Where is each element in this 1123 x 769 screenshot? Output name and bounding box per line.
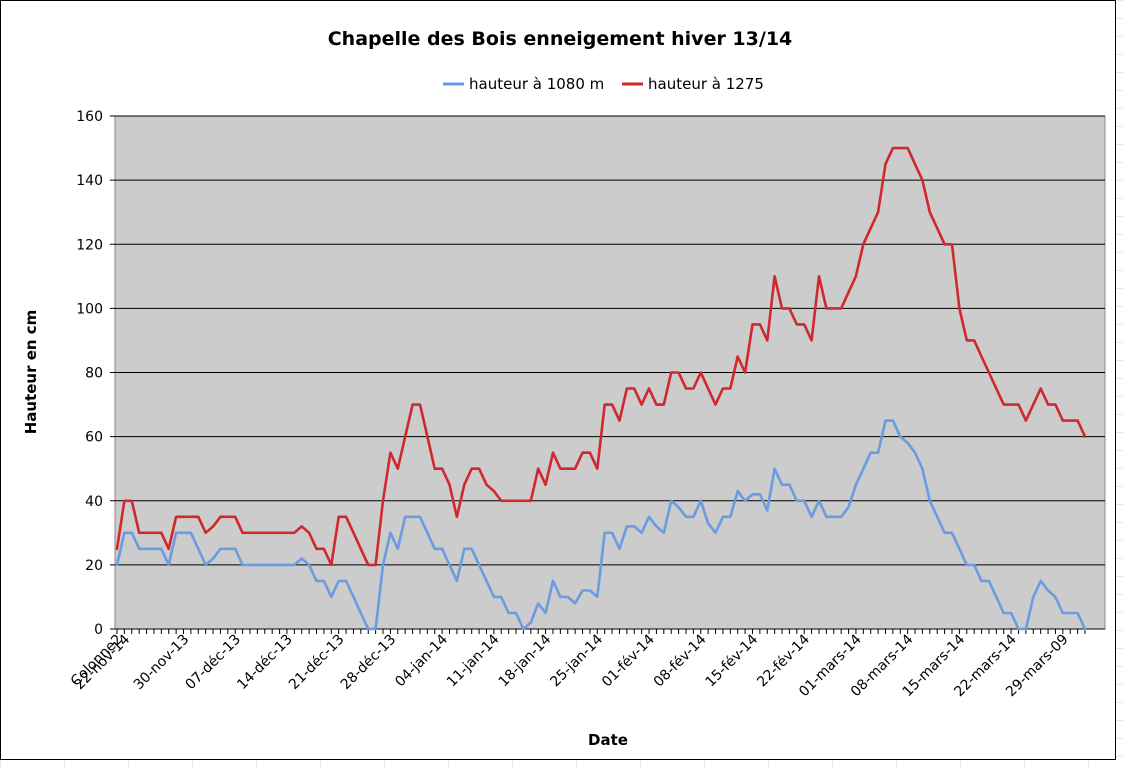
- x-tick-label: 25-jan-14: [547, 631, 606, 690]
- y-tick-label-120: 120: [76, 237, 103, 253]
- series-line-1080m: [115, 419, 1087, 631]
- x-tick-label: 08-fév-14: [651, 631, 710, 690]
- series-line-1275m: [115, 146, 1087, 567]
- y-axis-title: Hauteur en cm: [22, 310, 40, 435]
- y-tick-label-140: 140: [76, 173, 103, 189]
- x-axis-ticks: Colonne222-nov-1430-nov-1307-déc-1314-dé…: [68, 628, 1105, 700]
- legend-label-1080: hauteur à 1080 m: [469, 75, 604, 93]
- x-tick-label: 15-fév-14: [702, 631, 761, 690]
- x-tick-label: 11-jan-14: [444, 631, 503, 690]
- y-tick-label-80: 80: [85, 366, 103, 382]
- y-tick-label-160: 160: [76, 109, 103, 125]
- x-tick-label: 28-déc-13: [338, 632, 399, 693]
- x-tick-label: 21-déc-13: [286, 632, 347, 693]
- x-tick-label: 22-nov-14: [72, 631, 134, 693]
- legend: hauteur à 1080 m hauteur à 1275: [443, 75, 764, 93]
- x-tick-label: 30-nov-13: [131, 632, 193, 694]
- legend-label-1275: hauteur à 1275: [648, 75, 764, 93]
- x-tick-label: 14-déc-13: [234, 632, 295, 693]
- series-lines: [115, 146, 1087, 631]
- x-tick-label: 01-fév-14: [599, 631, 658, 690]
- y-tick-label-100: 100: [76, 301, 103, 317]
- y-tick-label-60: 60: [85, 430, 103, 446]
- x-tick-label: 04-jan-14: [392, 631, 451, 690]
- chart-title: Chapelle des Bois enneigement hiver 13/1…: [328, 28, 793, 50]
- x-tick-label: 07-déc-13: [183, 632, 244, 693]
- y-tick-label-0: 0: [94, 622, 103, 638]
- y-tick-label-40: 40: [85, 494, 103, 510]
- x-axis-title: Date: [588, 731, 628, 749]
- x-tick-label: 18-jan-14: [496, 631, 555, 690]
- y-tick-label-20: 20: [85, 558, 103, 574]
- y-axis-ticks: 0 20 40 60 80 100 120 140 160: [76, 109, 115, 638]
